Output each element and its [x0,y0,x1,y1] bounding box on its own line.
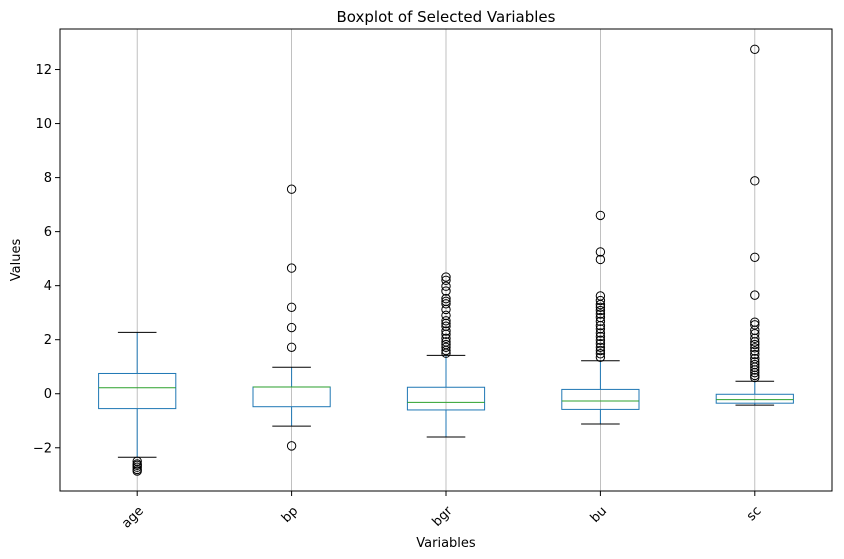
outlier-point [441,348,451,358]
x-tick-label-bu: bu [588,504,610,526]
outlier-point [750,44,760,54]
box-sc [715,44,794,406]
outlier-point [750,372,760,383]
outlier-point [595,295,606,306]
outlier-point [595,352,606,362]
box-bp [252,184,331,451]
x-tick-label-sc: sc [744,504,764,524]
outlier-point [750,343,760,353]
x-axis: age bp bgr bu sc [119,491,764,531]
outlier-point [595,309,606,319]
y-axis-label: Values [9,239,24,282]
outlier-point [750,320,760,330]
outlier-point [441,316,451,326]
outlier-point [441,333,451,344]
outlier-point [750,365,760,375]
outlier-point [441,272,451,282]
outlier-point [595,320,606,331]
y-tick-label: −2 [33,441,52,456]
box-layer [98,44,794,476]
outlier-point [286,342,297,352]
outlier-point [750,290,760,300]
outlier-point [286,302,297,312]
outlier-point [595,335,606,345]
outlier-point [441,286,451,296]
outlier-point [595,324,606,334]
outlier-point [750,333,760,344]
outlier-point [441,329,451,339]
outlier-point [132,462,142,472]
outlier-point [595,316,606,327]
box-iqr [561,388,640,410]
outlier-point [441,275,451,285]
outlier-point [441,318,451,329]
outlier-point [595,345,606,356]
outlier-point [750,349,760,360]
y-axis: −2 0 2 4 6 8 10 12 [33,63,60,456]
outlier-point [286,263,297,273]
outlier-point [750,367,760,378]
outlier-point [595,299,606,310]
outlier-point [595,247,606,257]
y-tick-label: 12 [35,63,52,78]
outlier-point [286,322,297,333]
outlier-point [441,345,451,356]
outlier-point [750,176,760,186]
box-iqr [98,372,177,410]
y-tick-label: 6 [44,225,52,240]
outlier-point [441,281,451,291]
y-tick-label: 8 [44,171,52,186]
outlier-point [750,346,760,356]
y-tick-label: 10 [35,117,52,132]
x-axis-label: Variables [416,536,476,551]
outlier-point [441,299,451,309]
outlier-point [595,342,606,352]
outlier-point [750,252,760,262]
x-tick-label-bgr: bgr [430,503,457,530]
box-iqr [406,386,486,411]
outlier-point [595,339,606,349]
outlier-point [441,304,451,315]
outlier-point [750,337,760,347]
y-tick-label: 2 [44,333,52,348]
box-bgr [406,272,486,438]
outlier-point [286,184,297,194]
outlier-point [750,339,760,350]
outlier-point [595,328,606,338]
x-tick-label-bp: bp [279,504,301,526]
outlier-point [441,293,451,304]
chart-title: Boxplot of Selected Variables [337,8,556,26]
outlier-point [441,326,451,336]
outlier-point [595,302,606,312]
box-iqr [715,393,794,404]
outlier-point [595,331,606,342]
y-tick-label: 0 [44,387,52,402]
outlier-point [286,441,297,451]
y-tick-label: 4 [44,279,52,294]
outlier-point [750,370,760,381]
box-age [98,331,177,476]
x-tick-label-age: age [119,504,147,532]
outlier-point [441,342,451,352]
outlier-point [132,466,142,476]
outlier-point [595,349,606,359]
outlier-point [595,210,606,221]
outlier-point [595,305,606,316]
box-bu [561,210,640,425]
outlier-point [595,254,606,265]
